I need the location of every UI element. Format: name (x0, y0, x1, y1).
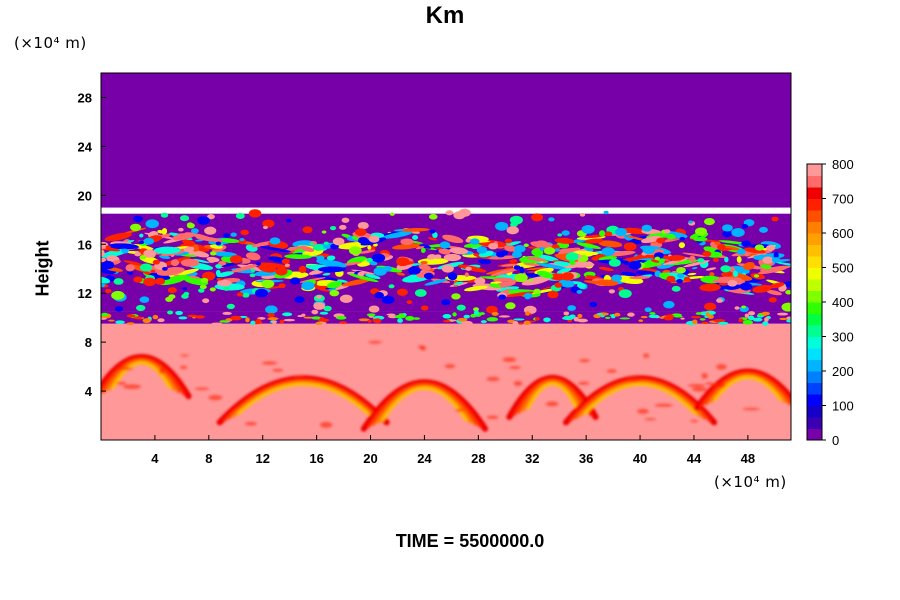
x-tick-label: 40 (633, 451, 647, 466)
colorbar-segment (807, 382, 822, 395)
y-axis: 4 8 12 16 20 24 28 (78, 90, 106, 399)
colorbar-segment (807, 175, 822, 188)
colorbar-segment (807, 336, 822, 349)
colorbar: 0 100 200 300 400 500 600 700 800 (806, 157, 854, 448)
colorbar-segment (807, 198, 822, 211)
plot-frame (100, 72, 792, 441)
y-unit-label: (×10⁴ m) (14, 34, 87, 52)
lower-layer-edge (101, 310, 791, 326)
y-tick-label: 4 (85, 384, 93, 399)
colorbar-tick-label: 500 (832, 261, 854, 276)
y-tick-label: 24 (78, 139, 93, 154)
colorbar-segment (807, 405, 822, 418)
colorbar-segment (807, 417, 822, 429)
band-lower-layer (101, 323, 791, 440)
colorbar-segment (807, 313, 822, 326)
x-tick-label: 28 (471, 451, 485, 466)
x-tick-label: 12 (255, 451, 269, 466)
y-tick-label: 8 (85, 335, 92, 350)
x-unit-label: (×10⁴ m) (714, 473, 787, 491)
colorbar-tick-label: 200 (832, 364, 854, 379)
colorbar-segment (807, 267, 822, 280)
x-tick-label: 8 (205, 451, 212, 466)
y-tick-label: 16 (78, 237, 92, 252)
plot-area (101, 73, 791, 440)
colorbar-segment (807, 325, 822, 337)
x-tick-label: 24 (417, 451, 432, 466)
colorbar-tick-label: 100 (832, 399, 854, 414)
colorbar-segment (807, 279, 822, 291)
y-tick-label: 20 (78, 188, 92, 203)
colorbar-tick-label: 0 (832, 433, 839, 448)
x-tick-label: 4 (151, 451, 159, 466)
colorbar-segment (807, 244, 822, 257)
colorbar-segment (807, 221, 822, 234)
x-tick-label: 20 (363, 451, 377, 466)
colorbar-segment (807, 256, 822, 268)
colorbar-segment (807, 210, 822, 222)
colorbar-segment (807, 348, 822, 360)
x-axis: 4 8 12 16 20 24 28 32 36 40 44 48 (151, 435, 755, 466)
colorbar-segment (807, 187, 822, 199)
colorbar-segment (807, 233, 822, 245)
y-tick-label: 28 (78, 90, 92, 105)
colorbar-tick-label: 400 (832, 295, 854, 310)
x-tick-label: 48 (741, 451, 755, 466)
turbulent-structures (101, 208, 791, 315)
colorbar-tick-label: 800 (832, 157, 854, 172)
colorbar-segment (807, 302, 822, 314)
colorbar-tick-label: 600 (832, 226, 854, 241)
colorbar-segment (807, 164, 822, 176)
y-tick-label: 12 (78, 286, 92, 301)
colorbar-segment (807, 359, 822, 372)
colorbar-segment (807, 394, 822, 406)
colorbar-tick-label: 300 (832, 330, 854, 345)
colorbar-tick-label: 700 (832, 192, 854, 207)
colorbar-segment (807, 290, 822, 303)
x-tick-label: 32 (525, 451, 539, 466)
colorbar-segment (807, 371, 822, 383)
x-tick-label: 16 (309, 451, 323, 466)
lower-layer-arcs (101, 340, 791, 432)
colorbar-segment (807, 428, 822, 441)
x-tick-label: 44 (687, 451, 702, 466)
chart-title: Km (425, 2, 465, 29)
time-label: TIME = 5500000.0 (395, 531, 545, 551)
x-tick-label: 36 (579, 451, 593, 466)
band-upper-layer (101, 73, 791, 208)
